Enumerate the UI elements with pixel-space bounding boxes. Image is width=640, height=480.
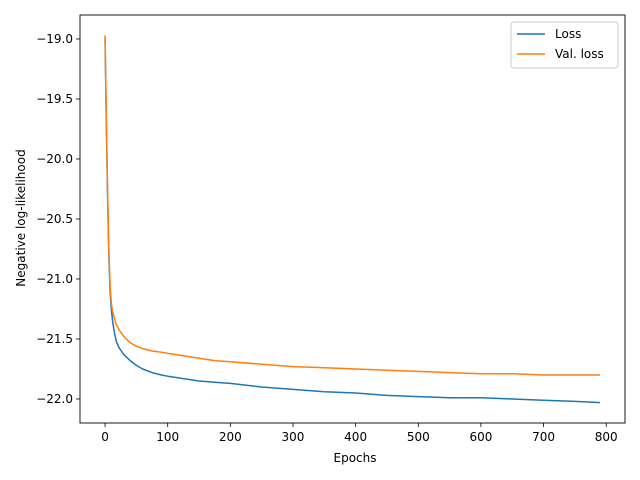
y-axis-ticks: −22.0 −21.5 −21.0 −20.5 −20.0 −19.5 −19.0 — [36, 32, 80, 406]
y-tick-label: −20.0 — [36, 152, 73, 166]
plot-area — [80, 15, 625, 423]
series-layer — [104, 35, 600, 404]
plot-frame — [79, 14, 626, 424]
x-axis-ticks: 0 100 200 300 400 500 600 700 800 — [101, 423, 618, 444]
x-tick-label: 800 — [595, 430, 618, 444]
legend: Loss Val. loss — [510, 21, 619, 69]
legend-label: Loss — [555, 27, 581, 41]
y-tick-label: −21.0 — [36, 272, 73, 286]
x-tick-label: 200 — [219, 430, 242, 444]
y-tick-label: −20.5 — [36, 212, 73, 226]
x-tick-label: 400 — [344, 430, 367, 444]
series-line-1 — [104, 35, 600, 376]
x-tick-label: 0 — [101, 430, 109, 444]
x-tick-label: 600 — [469, 430, 492, 444]
x-tick-label: 700 — [532, 430, 555, 444]
y-tick-label: −19.5 — [36, 92, 73, 106]
y-tick-label: −19.0 — [36, 32, 73, 46]
x-axis-label: Epochs — [334, 451, 377, 465]
series-line-0 — [104, 38, 600, 404]
legend-label: Val. loss — [555, 47, 604, 61]
x-tick-label: 100 — [156, 430, 179, 444]
y-tick-label: −22.0 — [36, 392, 73, 406]
y-tick-label: −21.5 — [36, 332, 73, 346]
x-tick-label: 500 — [407, 430, 430, 444]
y-axis-label: Negative log-likelihood — [14, 149, 28, 286]
x-tick-label: 300 — [282, 430, 305, 444]
